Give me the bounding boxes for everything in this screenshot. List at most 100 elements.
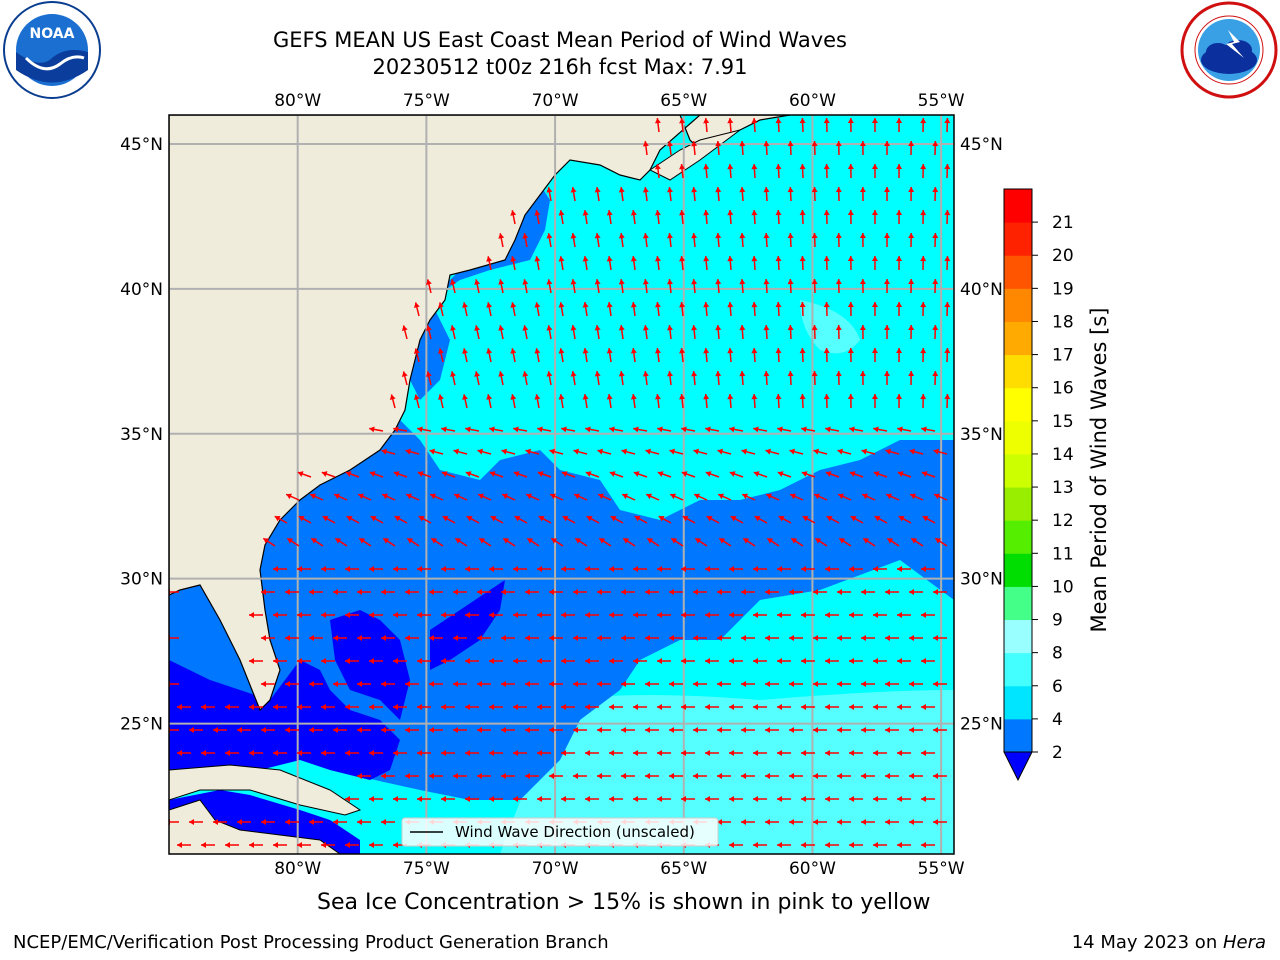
wind-arrow-632 [453, 727, 467, 733]
wind-arrow-581 [789, 681, 803, 687]
wind-arrow-478 [441, 612, 455, 618]
wind-arrow-86 [763, 232, 770, 248]
wind-arrow-628 [357, 727, 371, 733]
wind-arrow-344 [693, 493, 708, 501]
wind-arrow-717 [513, 796, 527, 802]
wind-arrow-19 [787, 140, 794, 156]
wind-arrow-170 [667, 325, 673, 340]
wind-arrow-733 [897, 796, 911, 802]
wind-arrow-296 [861, 448, 876, 455]
legend-label: Wind Wave Direction (unscaled) [455, 823, 695, 841]
wind-arrow-694 [573, 773, 587, 779]
wind-arrow-10 [896, 117, 903, 133]
wind-arrow-71 [871, 209, 878, 225]
colorbar-segment-11 [1004, 354, 1032, 389]
wind-arrow-719 [561, 796, 575, 802]
wind-arrow-535 [393, 658, 407, 664]
wind-arrow-1 [679, 117, 686, 133]
wind-arrow-433 [777, 566, 791, 572]
wind-arrow-141 [534, 302, 541, 317]
wind-arrow-615 [825, 704, 839, 710]
wind-arrow-318 [729, 471, 744, 478]
wind-arrow-634 [501, 727, 515, 733]
colorbar-tick-label-3: 8 [1052, 644, 1063, 664]
colorbar-segment-7 [1004, 487, 1032, 521]
wind-arrow-350 [837, 493, 852, 501]
wind-arrow-651 [909, 727, 923, 733]
wind-arrow-481 [513, 612, 527, 618]
wind-arrow-408 [862, 537, 876, 547]
wind-arrow-406 [814, 537, 828, 547]
wind-arrow-469 [933, 589, 947, 595]
wind-arrow-43 [642, 187, 649, 202]
wind-arrow-152 [799, 301, 806, 317]
wind-arrow-688 [429, 773, 443, 779]
wind-arrow-146 [654, 302, 661, 317]
wind-arrow-179 [884, 324, 891, 340]
wind-arrow-604 [561, 704, 575, 710]
wind-arrow-236 [582, 394, 589, 409]
colorbar-tick-label-16: 21 [1052, 213, 1074, 233]
wind-arrow-727 [753, 796, 767, 802]
lon-tick-top-2: 70°W [532, 91, 579, 111]
wind-arrow-427 [633, 566, 647, 572]
colorbar-tick-label-6: 11 [1052, 544, 1074, 564]
wind-arrow-169 [642, 325, 649, 340]
wind-arrow-150 [751, 301, 758, 317]
wind-arrow-711 [369, 796, 383, 802]
wind-arrow-760 [765, 819, 779, 825]
wind-arrow-456 [621, 589, 635, 595]
wind-arrow-239 [654, 394, 661, 409]
wind-arrow-441 [261, 589, 275, 595]
wind-arrow-131 [835, 278, 842, 294]
wind-arrow-665 [465, 750, 479, 756]
wind-arrow-548 [705, 658, 719, 664]
wind-arrow-226 [908, 370, 915, 386]
wind-arrow-286 [621, 448, 636, 455]
wind-arrow-339 [573, 493, 588, 501]
wind-arrow-171 [691, 324, 698, 340]
wind-arrow-314 [633, 471, 648, 478]
wind-arrow-124 [667, 279, 673, 294]
wind-arrow-241 [703, 393, 710, 409]
wind-arrow-202 [896, 347, 903, 363]
wind-arrow-791 [729, 842, 743, 848]
wind-arrow-159 [401, 325, 408, 340]
wind-arrow-221 [787, 370, 794, 386]
wind-arrow-277 [405, 448, 420, 455]
wind-arrow-119 [546, 279, 553, 294]
wind-arrow-686 [381, 773, 395, 779]
wind-arrow-90 [859, 232, 866, 248]
wind-arrow-523 [813, 635, 827, 641]
wind-arrow-333 [429, 493, 444, 501]
wind-arrow-220 [763, 370, 770, 386]
wind-arrow-128 [763, 278, 770, 294]
wind-arrow-46 [715, 186, 722, 202]
wind-arrow-404 [766, 537, 780, 547]
wind-arrow-573 [597, 681, 611, 687]
wind-arrow-590 [225, 704, 239, 710]
wind-arrow-713 [417, 796, 431, 802]
wind-arrow-446 [381, 589, 395, 595]
wind-arrow-799 [921, 842, 935, 848]
wind-arrow-295 [837, 448, 852, 455]
colorbar-tick-label-14: 19 [1052, 279, 1074, 299]
wind-arrow-663 [417, 750, 431, 756]
wind-arrow-216 [667, 371, 673, 386]
wind-arrow-443 [309, 589, 323, 595]
wind-arrow-205 [401, 371, 408, 386]
wind-arrow-59 [582, 210, 589, 225]
wind-arrow-326 [921, 471, 936, 478]
wind-arrow-267 [729, 426, 744, 433]
wind-arrow-341 [621, 493, 636, 501]
wind-arrow-368 [586, 515, 600, 524]
wind-arrow-642 [693, 727, 707, 733]
wind-arrow-91 [884, 232, 891, 248]
lon-tick-top-5: 55°W [918, 91, 965, 111]
wind-arrow-795 [825, 842, 839, 848]
wind-arrow-467 [885, 589, 899, 595]
wind-arrow-720 [585, 796, 599, 802]
wind-arrow-381 [898, 515, 912, 524]
wind-arrow-673 [657, 750, 671, 756]
